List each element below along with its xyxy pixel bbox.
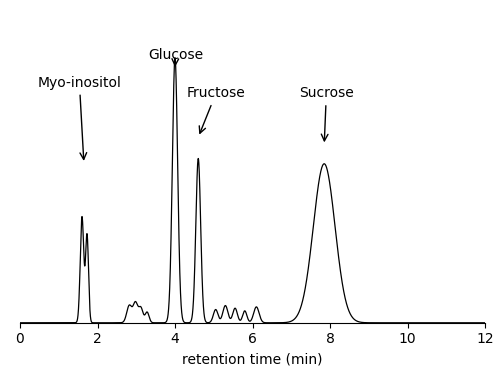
Text: Fructose: Fructose: [186, 86, 246, 133]
Text: Glucose: Glucose: [148, 48, 203, 66]
Text: Sucrose: Sucrose: [299, 86, 354, 141]
Text: Myo-inositol: Myo-inositol: [38, 76, 121, 160]
X-axis label: retention time (min): retention time (min): [182, 352, 323, 366]
